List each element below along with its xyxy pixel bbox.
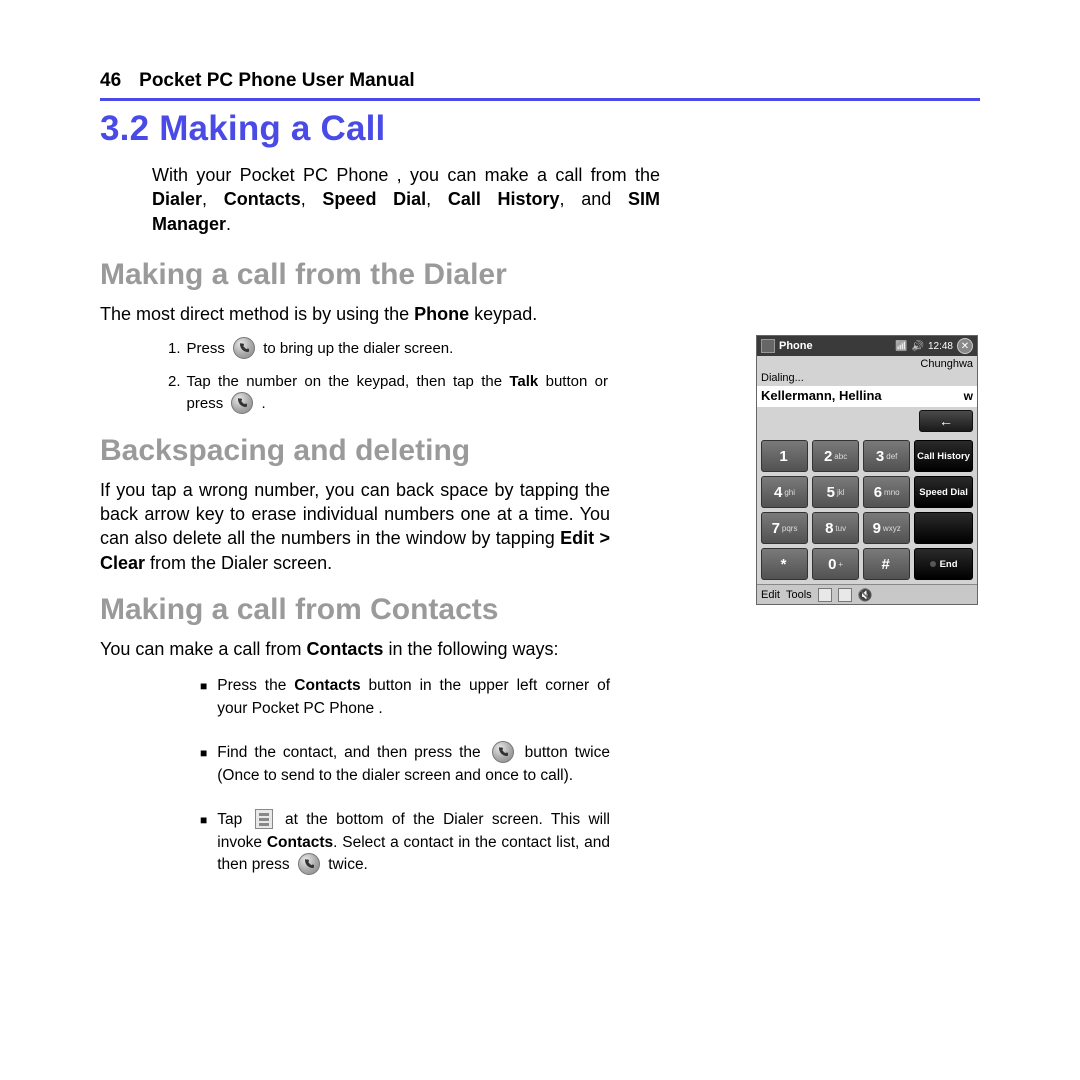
dialing-label: Dialing... <box>757 372 977 386</box>
key-1[interactable]: 1 <box>761 440 808 472</box>
talk-button-icon <box>233 337 255 359</box>
edit-menu[interactable]: Edit <box>761 589 780 601</box>
key-7[interactable]: 7pqrs <box>761 512 808 544</box>
start-flag-icon <box>761 339 775 353</box>
backspace-paragraph: If you tap a wrong number, you can back … <box>100 478 610 575</box>
bullet-1: ■ Press the Contacts button in the upper… <box>200 675 610 720</box>
talk-button-icon <box>298 853 320 875</box>
section-heading: 3.2 Making a Call <box>100 109 980 149</box>
section-title: Making a Call <box>159 109 385 148</box>
contacts-paragraph: You can make a call from Contacts in the… <box>100 637 610 661</box>
dialer-paragraph: The most direct method is by using the P… <box>100 302 610 326</box>
page-number: 46 <box>100 70 121 92</box>
key-5[interactable]: 5jkl <box>812 476 859 508</box>
mute-icon[interactable]: 🔇 <box>858 588 873 602</box>
key-hash[interactable]: # <box>863 548 910 580</box>
step-1: 1. Press to bring up the dialer screen. <box>168 338 608 361</box>
bullet-3: ■ Tap at the bottom of the Dialer screen… <box>200 809 610 877</box>
key-0[interactable]: 0+ <box>812 548 859 580</box>
backspace-button[interactable]: ← <box>919 410 973 432</box>
key-3[interactable]: 3def <box>863 440 910 472</box>
bullet-icon: ■ <box>200 745 207 790</box>
key-2[interactable]: 2abc <box>812 440 859 472</box>
bullet-2: ■ Find the contact, and then press the b… <box>200 742 610 787</box>
bullet-icon: ■ <box>200 678 207 723</box>
contact-type: w <box>964 389 973 403</box>
close-icon: ✕ <box>957 338 973 354</box>
end-dot-icon <box>930 561 936 567</box>
contact-name: Kellermann, Hellina <box>761 388 882 403</box>
phone-topbar: Phone 📶 🔊 12:48 ✕ <box>757 336 977 356</box>
contacts-bullets: ■ Press the Contacts button in the upper… <box>200 675 610 876</box>
phone-bottombar: Edit Tools 🔇 <box>757 584 977 604</box>
talk-button-icon <box>492 741 514 763</box>
contact-row: Kellermann, Hellina w <box>757 386 977 407</box>
phone-app-title: Phone <box>779 340 813 352</box>
end-button[interactable]: End <box>914 548 973 580</box>
call-history-button[interactable]: Call History <box>914 440 973 472</box>
phone-keypad: 1 2abc 3def Call History 4ghi 5jkl 6mno … <box>757 436 977 584</box>
clock-text: 12:48 <box>928 341 953 352</box>
intro-paragraph: With your Pocket PC Phone , you can make… <box>152 163 660 236</box>
backspace-row: ← <box>757 407 977 436</box>
page-header: 46 Pocket PC Phone User Manual <box>100 70 980 101</box>
key-8[interactable]: 8tuv <box>812 512 859 544</box>
talk-button-icon <box>231 392 253 414</box>
dialer-heading: Making a call from the Dialer <box>100 258 980 292</box>
bullet-icon: ■ <box>200 812 207 880</box>
side-blank[interactable] <box>914 512 973 544</box>
notes-icon[interactable] <box>838 588 852 602</box>
tools-menu[interactable]: Tools <box>786 589 812 601</box>
speaker-icon: 🔊 <box>912 341 924 352</box>
manual-title: Pocket PC Phone User Manual <box>139 70 415 92</box>
key-9[interactable]: 9wxyz <box>863 512 910 544</box>
contacts-icon[interactable] <box>818 588 832 602</box>
carrier-label: Chunghwa <box>757 356 977 372</box>
key-6[interactable]: 6mno <box>863 476 910 508</box>
signal-icon: 📶 <box>895 341 907 352</box>
speed-dial-button[interactable]: Speed Dial <box>914 476 973 508</box>
phone-screenshot: Phone 📶 🔊 12:48 ✕ Chunghwa Dialing... Ke… <box>756 335 978 605</box>
contacts-list-icon <box>255 809 273 829</box>
dialer-steps: 1. Press to bring up the dialer screen. … <box>168 338 608 416</box>
step-2: 2. Tap the number on the keypad, then ta… <box>168 371 608 416</box>
key-4[interactable]: 4ghi <box>761 476 808 508</box>
section-number: 3.2 <box>100 109 149 148</box>
key-star[interactable]: * <box>761 548 808 580</box>
